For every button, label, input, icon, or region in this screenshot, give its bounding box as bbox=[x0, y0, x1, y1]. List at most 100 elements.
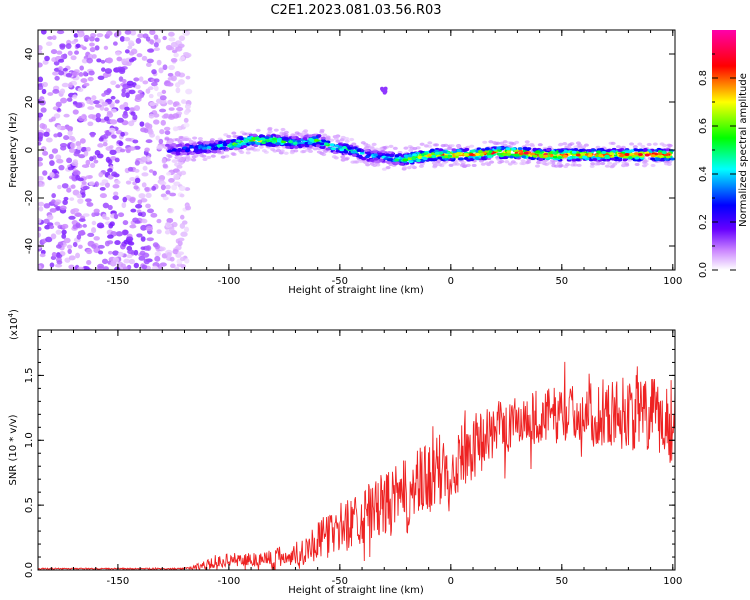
trace-cell bbox=[530, 152, 535, 156]
trace-halo bbox=[482, 140, 488, 144]
noise-speck bbox=[74, 50, 79, 55]
noise-speck bbox=[133, 249, 139, 256]
noise-speck bbox=[87, 232, 95, 237]
noise-speck bbox=[134, 84, 141, 90]
trace-halo bbox=[226, 134, 232, 139]
noise-speck bbox=[153, 42, 159, 48]
noise-speck bbox=[66, 97, 73, 102]
trace-cell bbox=[236, 144, 242, 148]
noise-speck bbox=[86, 146, 91, 152]
trace-cell bbox=[567, 156, 572, 160]
trace-cell bbox=[373, 150, 379, 154]
noise-speck bbox=[97, 250, 104, 255]
noise-speck bbox=[38, 50, 43, 55]
noise-speck bbox=[125, 92, 130, 98]
trace-halo bbox=[566, 145, 572, 150]
trace-halo bbox=[231, 131, 237, 135]
noise-speck bbox=[124, 106, 130, 112]
noise-speck bbox=[79, 138, 86, 144]
noise-speck bbox=[117, 212, 125, 218]
trace-cell bbox=[291, 136, 297, 140]
trace-halo bbox=[323, 149, 329, 153]
noise-speck bbox=[99, 193, 107, 199]
y-tick-label: 0.5 bbox=[24, 497, 35, 513]
noise-speck bbox=[114, 266, 121, 270]
noise-speck bbox=[141, 218, 148, 224]
trace-halo bbox=[427, 141, 433, 145]
noise-speck bbox=[58, 164, 65, 171]
noise-speck bbox=[75, 252, 81, 259]
noise-speck bbox=[83, 34, 90, 41]
trace-cell bbox=[511, 147, 517, 151]
noise-speck bbox=[51, 252, 57, 258]
noise-speck bbox=[109, 103, 115, 109]
noise-speck bbox=[53, 133, 59, 138]
trace-halo bbox=[339, 138, 345, 142]
noise-speck bbox=[153, 47, 161, 52]
noise-speck bbox=[166, 171, 172, 176]
trace-halo bbox=[312, 147, 318, 151]
noise-speck bbox=[146, 58, 154, 64]
trace-cell bbox=[172, 148, 177, 152]
noise-speck bbox=[176, 107, 184, 112]
colorbar-tick-label: 0.8 bbox=[698, 70, 709, 86]
snr-ylabel: SNR (10 * v/v) bbox=[8, 414, 19, 485]
trace-cell bbox=[538, 158, 544, 162]
noise-speck bbox=[128, 146, 136, 151]
noise-speck bbox=[164, 130, 171, 135]
noise-speck bbox=[103, 116, 110, 121]
trace-halo bbox=[637, 142, 643, 146]
snr-y-axis: 0.0 0.5 1.0 1.5 bbox=[24, 335, 675, 578]
trace-cell bbox=[463, 153, 469, 157]
trace-cell bbox=[189, 145, 194, 149]
noise-speck bbox=[45, 137, 53, 143]
trace-halo bbox=[507, 162, 513, 166]
spectrogram-panel: -150 -100 -50 0 50 100 -40 -20 0 20 40 Height of … bbox=[8, 29, 682, 296]
noise-speck bbox=[105, 156, 111, 163]
trace-halo bbox=[331, 155, 337, 159]
noise-speck bbox=[90, 133, 95, 138]
spectrogram-x-axis: -150 -100 -50 0 50 100 bbox=[50, 30, 682, 287]
trace-cell bbox=[412, 153, 417, 157]
trace-halo bbox=[437, 162, 443, 167]
trace-halo bbox=[480, 162, 486, 166]
noise-speck bbox=[167, 99, 174, 105]
trace-cell bbox=[395, 161, 400, 165]
noise-speck bbox=[67, 166, 74, 171]
noise-speck bbox=[109, 119, 118, 125]
trace-cell bbox=[250, 141, 256, 145]
trace-cell bbox=[325, 147, 331, 151]
trace-halo bbox=[659, 142, 665, 146]
noise-speck bbox=[159, 108, 167, 113]
noise-speck bbox=[171, 184, 178, 191]
noise-speck bbox=[113, 213, 119, 220]
noise-speck bbox=[169, 192, 177, 197]
noise-speck bbox=[146, 156, 151, 162]
trace-halo bbox=[176, 155, 182, 159]
snr-scale-text: (x104) bbox=[7, 309, 20, 340]
noise-speck bbox=[156, 91, 163, 97]
noise-speck bbox=[38, 175, 44, 181]
trace-halo bbox=[301, 149, 307, 154]
trace-cell bbox=[462, 148, 468, 152]
trace-cell bbox=[610, 157, 616, 161]
trace-cell bbox=[503, 156, 509, 160]
trace-cell bbox=[575, 153, 581, 157]
trace-halo bbox=[280, 127, 286, 132]
noise-speck bbox=[93, 236, 100, 241]
trace-halo bbox=[509, 141, 515, 145]
noise-speck bbox=[160, 193, 167, 198]
trace-cell bbox=[592, 158, 598, 162]
noise-speck bbox=[87, 174, 93, 179]
noise-speck bbox=[139, 93, 145, 99]
noise-speck bbox=[110, 80, 117, 86]
x-tick-label: 100 bbox=[663, 276, 682, 287]
noise-speck bbox=[89, 162, 96, 169]
trace-halo bbox=[547, 161, 553, 165]
trace-cell bbox=[221, 146, 227, 150]
noise-speck bbox=[140, 236, 146, 242]
noise-speck bbox=[85, 159, 91, 166]
trace-halo bbox=[448, 163, 454, 167]
noise-speck bbox=[41, 88, 47, 95]
noise-speck bbox=[112, 184, 120, 189]
